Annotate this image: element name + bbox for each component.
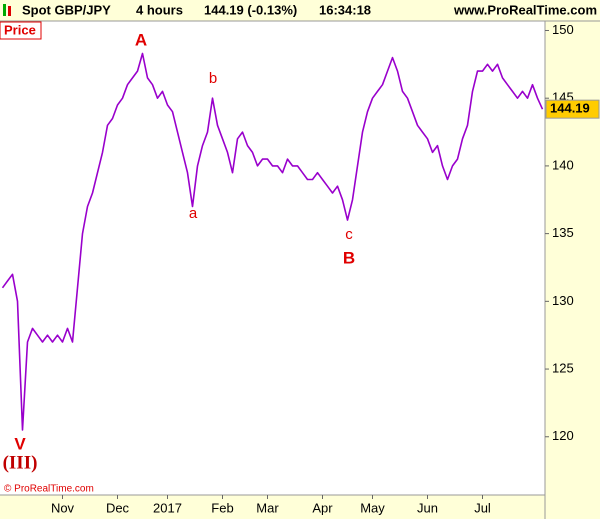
annotation: c [345, 226, 353, 243]
x-tick-label: May [360, 500, 385, 515]
candle-icon [3, 4, 11, 16]
x-tick-label: Jun [417, 500, 438, 515]
header-bar [0, 0, 600, 21]
y-tick-label: 120 [552, 428, 574, 443]
panel-label-box [0, 21, 42, 40]
x-tick-label: Mar [256, 500, 279, 515]
quote: 144.19 (-0.13%) [204, 2, 297, 17]
last-price-label: 144.19 [550, 101, 590, 116]
annotation: B [343, 248, 355, 267]
symbol: Spot GBP/JPY [22, 2, 111, 17]
annotation: a [189, 205, 198, 222]
x-tick-label: Feb [211, 500, 233, 515]
y-tick-label: 150 [552, 22, 574, 37]
annotation: (III) [3, 452, 38, 473]
panel-label: Price [4, 22, 36, 37]
x-tick-label: 2017 [153, 500, 182, 515]
y-tick-label: 130 [552, 293, 574, 308]
x-tick-label: Jul [474, 500, 491, 515]
x-tick-label: Apr [312, 500, 333, 515]
last-price-box [545, 99, 600, 119]
y-tick-label: 135 [552, 225, 574, 240]
y-tick-label: 125 [552, 360, 574, 375]
annotation: b [209, 70, 217, 87]
site: www.ProRealTime.com [453, 2, 597, 17]
timeframe: 4 hours [136, 2, 183, 17]
time: 16:34:18 [319, 2, 371, 17]
annotation: V [14, 434, 26, 453]
price-line [1, 52, 544, 431]
x-tick-label: Nov [51, 500, 75, 515]
annotation: A [135, 30, 147, 49]
x-axis-pane [0, 495, 545, 519]
copyright: © ProRealTime.com [4, 484, 94, 495]
y-tick-label: 140 [552, 157, 574, 172]
x-tick-label: Dec [106, 500, 130, 515]
